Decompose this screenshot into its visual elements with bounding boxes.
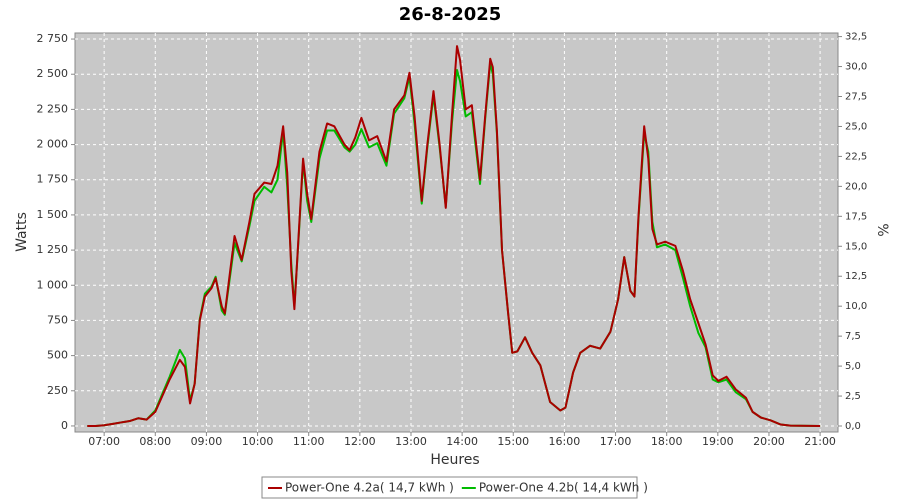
plot-area: [74, 32, 839, 433]
legend-label: Power-One 4.2b( 14,4 kWh ): [479, 481, 648, 495]
y-tick-label: 1 500: [37, 208, 69, 221]
y-tick-label: 1 250: [37, 243, 69, 256]
x-tick-label: 16:00: [549, 435, 581, 448]
y2-axis-label: %: [874, 223, 890, 236]
y-tick-label: 0: [61, 419, 68, 432]
y2-tick-label: 10,0: [845, 301, 867, 312]
y-tick-label: 2 750: [37, 32, 69, 45]
y-tick-label: 2 000: [37, 138, 69, 151]
x-tick-label: 07:00: [88, 435, 120, 448]
y-tick-label: 2 500: [37, 67, 69, 80]
series-line: [87, 45, 821, 427]
x-tick-label: 21:00: [804, 435, 836, 448]
y-tick-label: 750: [47, 313, 68, 326]
x-tick-label: 10:00: [242, 435, 274, 448]
legend-box: [261, 476, 638, 499]
y2-tick-label: 15,0: [845, 241, 867, 252]
y2-tick-label: 32,5: [845, 32, 867, 43]
y2-tick-label: 7,5: [845, 331, 861, 342]
x-axis-label: Heures: [430, 452, 479, 468]
y2-tick-label: 2,5: [845, 391, 861, 402]
x-tick-label: 13:00: [395, 435, 427, 448]
x-tick-label: 18:00: [651, 435, 683, 448]
y-tick-label: 500: [47, 349, 68, 362]
x-tick-label: 12:00: [344, 435, 376, 448]
y-axis-label: Watts: [14, 212, 30, 252]
y2-tick-label: 12,5: [845, 271, 867, 282]
x-tick-label: 20:00: [753, 435, 785, 448]
x-tick-label: 15:00: [497, 435, 529, 448]
y2-tick-label: 20,0: [845, 181, 867, 192]
y2-tick-label: 25,0: [845, 121, 867, 132]
y2-tick-label: 27,5: [845, 92, 867, 103]
y2-tick-label: 0,0: [845, 421, 861, 432]
y2-tick-label: 30,0: [845, 62, 867, 73]
y2-tick-label: 17,5: [845, 211, 867, 222]
x-tick-label: 14:00: [446, 435, 478, 448]
legend-label: Power-One 4.2a( 14,7 kWh ): [285, 481, 454, 495]
chart-title: 26-8-2025: [399, 4, 502, 25]
y-tick-label: 1 000: [37, 278, 69, 291]
x-tick-label: 17:00: [600, 435, 632, 448]
x-tick-label: 09:00: [191, 435, 223, 448]
x-tick-label: 19:00: [702, 435, 734, 448]
y2-tick-label: 22,5: [845, 151, 867, 162]
y-tick-label: 2 250: [37, 102, 69, 115]
x-tick-label: 11:00: [293, 435, 325, 448]
y-tick-label: 250: [47, 384, 68, 397]
x-tick-label: 08:00: [139, 435, 171, 448]
y-tick-label: 1 750: [37, 173, 69, 186]
y2-tick-label: 5,0: [845, 361, 861, 372]
